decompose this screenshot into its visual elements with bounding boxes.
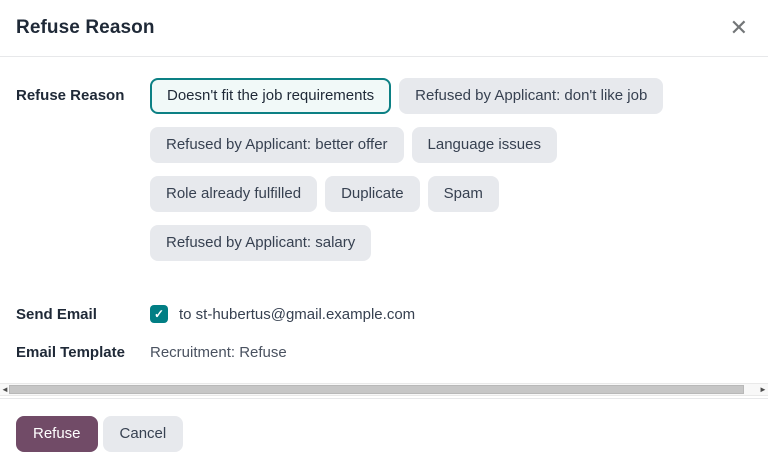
cancel-button[interactable]: Cancel [102, 416, 184, 452]
refuse-reason-option[interactable]: Refused by Applicant: better offer [150, 127, 404, 163]
dialog-footer: Refuse Cancel [0, 398, 768, 469]
scrollbar-thumb[interactable] [9, 385, 744, 394]
horizontal-scrollbar[interactable]: ◄ ► [0, 383, 768, 396]
dialog-header: Refuse Reason ✕ [0, 0, 768, 57]
refuse-reason-row: Refuse Reason Doesn't fit the job requir… [16, 78, 752, 261]
refuse-reason-option[interactable]: Refused by Applicant: salary [150, 225, 372, 261]
dialog-body: Refuse Reason Doesn't fit the job requir… [0, 57, 768, 361]
refuse-reason-label: Refuse Reason [16, 87, 125, 104]
refuse-reason-option[interactable]: Duplicate [325, 176, 420, 212]
send-email-control: ✓ to st-hubertus@gmail.example.com [150, 305, 415, 323]
scroll-right-icon[interactable]: ► [759, 384, 767, 394]
refuse-reason-option[interactable]: Doesn't fit the job requirements [150, 78, 392, 114]
refuse-reason-option-row: Refused by Applicant: salary [150, 225, 663, 261]
email-template-row: Email Template Recruitment: Refuse [16, 344, 752, 361]
refuse-reason-option[interactable]: Spam [427, 176, 499, 212]
refuse-reason-options: Doesn't fit the job requirements Refused … [150, 78, 664, 261]
refuse-button[interactable]: Refuse [16, 416, 98, 452]
email-template-label: Email Template [16, 344, 125, 361]
close-icon[interactable]: ✕ [729, 15, 748, 40]
scroll-left-icon[interactable]: ◄ [1, 384, 9, 394]
recipient-text: to st-hubertus@gmail.example.com [179, 305, 416, 323]
send-email-checkbox[interactable]: ✓ [150, 305, 168, 323]
email-template-value[interactable]: Recruitment: Refuse [150, 344, 287, 361]
checkmark-icon: ✓ [153, 307, 165, 321]
refuse-reason-option[interactable]: Language issues [411, 127, 557, 163]
refuse-reason-option[interactable]: Role already fulfilled [150, 176, 318, 212]
refuse-reason-option[interactable]: Refused by Applicant: don't like job [399, 78, 664, 114]
send-email-label: Send Email [16, 305, 97, 323]
send-email-row: Send Email ✓ to st-hubertus@gmail.exampl… [16, 305, 752, 323]
dialog-title: Refuse Reason [16, 17, 155, 38]
refuse-reason-option-row: Doesn't fit the job requirements Refused … [150, 78, 664, 114]
refuse-reason-option-row: Refused by Applicant: better offer Langua… [150, 127, 663, 163]
refuse-reason-option-row: Role already fulfilled Duplicate Spam [150, 176, 663, 212]
